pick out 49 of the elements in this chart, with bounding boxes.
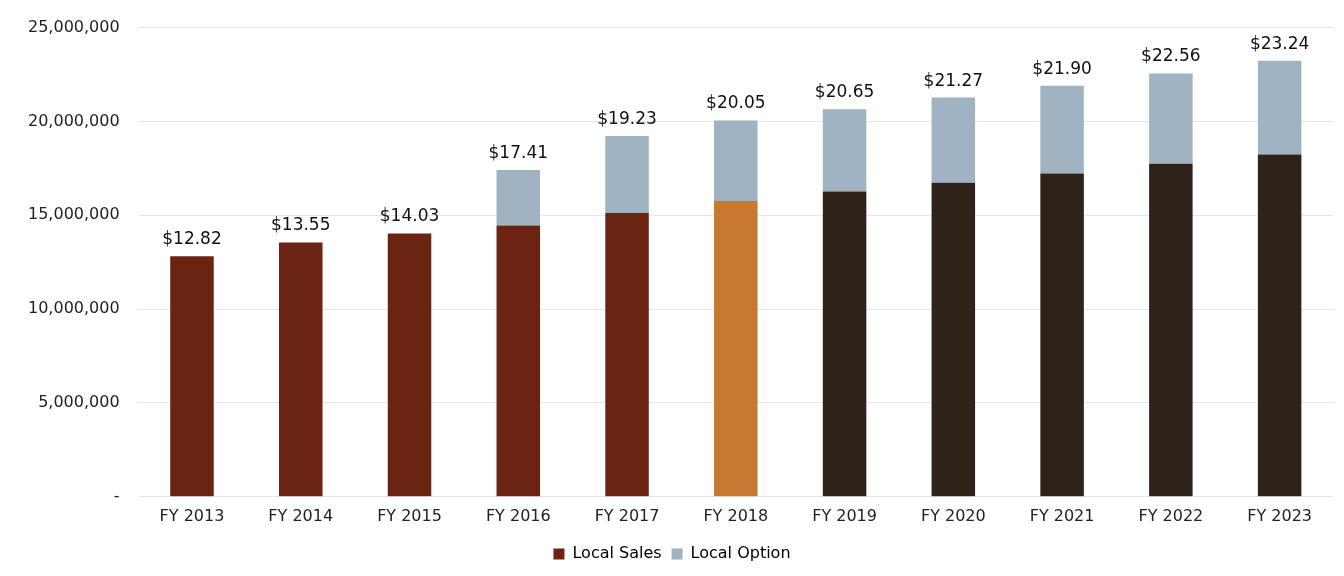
x-tick-label: FY 2021: [1029, 505, 1095, 525]
bar: [496, 225, 541, 497]
x-tick-label: FY 2019: [812, 505, 877, 525]
bar: [931, 97, 976, 183]
annotation: $17.41: [488, 141, 549, 162]
x-tick-label: FY 2022: [1138, 505, 1204, 525]
bar: [1149, 163, 1193, 497]
bar: [714, 201, 758, 497]
bar: [822, 191, 867, 497]
y-tick-label: 5,000,000: [38, 392, 120, 412]
x-tick-label: FY 2014: [268, 505, 334, 525]
bar: [605, 213, 649, 497]
y-tick-label: 25,000,000: [28, 16, 120, 36]
legend-label: Local Sales: [572, 543, 662, 563]
bar: [714, 120, 758, 202]
y-tick-label: 20,000,000: [28, 110, 120, 130]
annotation: $20.65: [814, 81, 875, 102]
y-tick-label: 10,000,000: [28, 298, 120, 318]
annotation: $13.55: [271, 214, 331, 235]
bar: [1040, 85, 1084, 174]
bar: [1257, 60, 1302, 155]
annotation: $21.27: [923, 69, 984, 90]
y-tick-label: 15,000,000: [28, 204, 120, 224]
bar: [931, 182, 976, 497]
x-tick-label: FY 2015: [377, 505, 442, 525]
annotation: $21.90: [1032, 57, 1092, 78]
annotation: $22.56: [1141, 45, 1201, 66]
bar: [822, 109, 867, 192]
annotation: $19.23: [597, 107, 657, 128]
bar: [605, 135, 649, 214]
annotation: $23.24: [1249, 32, 1310, 53]
legend-label: Local Option: [690, 543, 791, 563]
x-tick-label: FY 2023: [1247, 505, 1313, 525]
x-tick-label: FY 2017: [594, 505, 660, 525]
x-tick-label: FY 2018: [703, 505, 769, 525]
bar: [170, 256, 214, 497]
annotation: $14.03: [379, 205, 440, 226]
x-tick-label: FY 2020: [920, 505, 986, 525]
bar: [1040, 173, 1084, 497]
annotation: $12.82: [162, 228, 222, 249]
bar: [387, 233, 432, 497]
bar: [496, 170, 541, 226]
y-tick-label: -: [113, 485, 120, 505]
bar: [1149, 73, 1193, 164]
x-tick-label: FY 2016: [485, 505, 551, 525]
x-tick-label: FY 2013: [159, 505, 225, 525]
bar: [1257, 154, 1302, 497]
annotation: $20.05: [706, 92, 766, 113]
bar: [279, 242, 323, 497]
